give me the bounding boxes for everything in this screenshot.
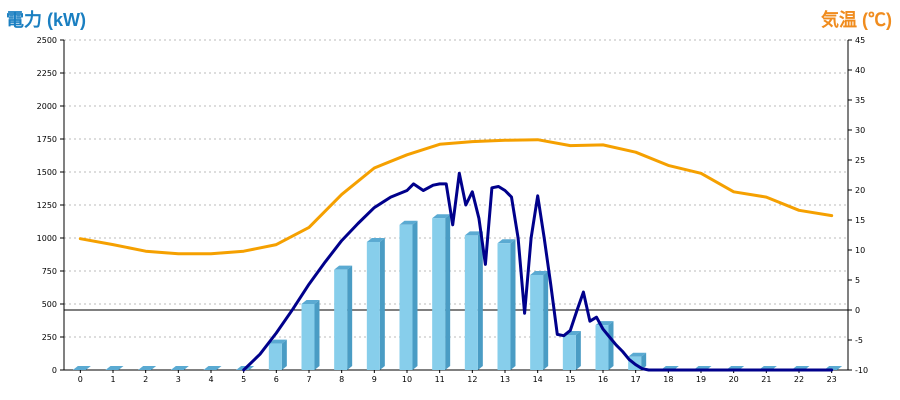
right-tick-label: 20 <box>855 186 865 195</box>
left-tick-label: 1250 <box>37 201 57 210</box>
right-tick-label: 10 <box>855 246 865 255</box>
bar <box>530 270 549 370</box>
bar <box>432 214 451 370</box>
bar <box>595 321 614 370</box>
bar <box>138 366 157 370</box>
left-tick-label: 1500 <box>37 168 57 177</box>
x-tick-label: 7 <box>306 375 311 384</box>
series-line <box>242 171 834 372</box>
x-tick-label: 13 <box>500 375 510 384</box>
bar <box>464 231 483 370</box>
bar <box>562 331 581 370</box>
left-tick-label: 500 <box>42 300 57 309</box>
x-tick-label: 18 <box>663 375 673 384</box>
x-tick-label: 8 <box>339 375 344 384</box>
x-tick-label: 3 <box>176 375 181 384</box>
right-tick-label: 0 <box>855 306 860 315</box>
right-tick-label: 35 <box>855 96 865 105</box>
x-tick-label: 1 <box>110 375 115 384</box>
left-tick-label: 2000 <box>37 102 57 111</box>
left-tick-label: 2500 <box>37 36 57 45</box>
x-tick-label: 12 <box>467 375 477 384</box>
x-tick-label: 0 <box>78 375 83 384</box>
line-series <box>78 138 834 372</box>
right-tick-label: 25 <box>855 156 865 165</box>
grid-lines <box>64 39 848 338</box>
bar <box>170 366 189 370</box>
right-tick-label: 15 <box>855 216 865 225</box>
x-tick-label: 11 <box>435 375 445 384</box>
right-tick-label: -5 <box>855 336 863 345</box>
left-tick-label: 750 <box>42 267 57 276</box>
right-tick-label: 45 <box>855 36 865 45</box>
x-tick-label: 19 <box>696 375 706 384</box>
x-tick-label: 14 <box>533 375 543 384</box>
right-tick-label: -10 <box>855 366 868 375</box>
right-tick-label: 40 <box>855 66 865 75</box>
bar <box>72 366 91 370</box>
x-tick-label: 9 <box>372 375 377 384</box>
x-tick-label: 2 <box>143 375 148 384</box>
x-tick-label: 21 <box>761 375 771 384</box>
left-axis-title: 電力 (kW) <box>6 10 86 30</box>
tick-labels: 02505007501000125015001750200022502500-1… <box>37 36 868 384</box>
left-tick-label: 0 <box>52 366 57 375</box>
left-tick-label: 2250 <box>37 69 57 78</box>
bar <box>497 239 516 370</box>
right-tick-label: 30 <box>855 126 865 135</box>
x-tick-label: 4 <box>208 375 213 384</box>
left-tick-label: 250 <box>42 333 57 342</box>
right-axis-title: 気温 (℃) <box>821 10 892 30</box>
bar <box>366 237 385 370</box>
left-tick-label: 1000 <box>37 234 57 243</box>
bar <box>268 339 287 370</box>
bar <box>105 366 124 370</box>
x-tick-label: 17 <box>631 375 641 384</box>
left-tick-label: 1750 <box>37 135 57 144</box>
bar <box>399 220 418 370</box>
x-tick-label: 5 <box>241 375 246 384</box>
x-tick-label: 16 <box>598 375 608 384</box>
x-tick-label: 23 <box>827 375 837 384</box>
bar <box>203 366 222 370</box>
right-tick-label: 5 <box>855 276 860 285</box>
bar <box>334 265 353 370</box>
x-tick-label: 20 <box>729 375 739 384</box>
x-tick-label: 15 <box>565 375 575 384</box>
series-line <box>78 138 834 256</box>
x-tick-label: 10 <box>402 375 412 384</box>
x-tick-label: 6 <box>274 375 279 384</box>
x-tick-label: 22 <box>794 375 804 384</box>
bar <box>301 300 320 370</box>
bar-series <box>72 214 843 370</box>
